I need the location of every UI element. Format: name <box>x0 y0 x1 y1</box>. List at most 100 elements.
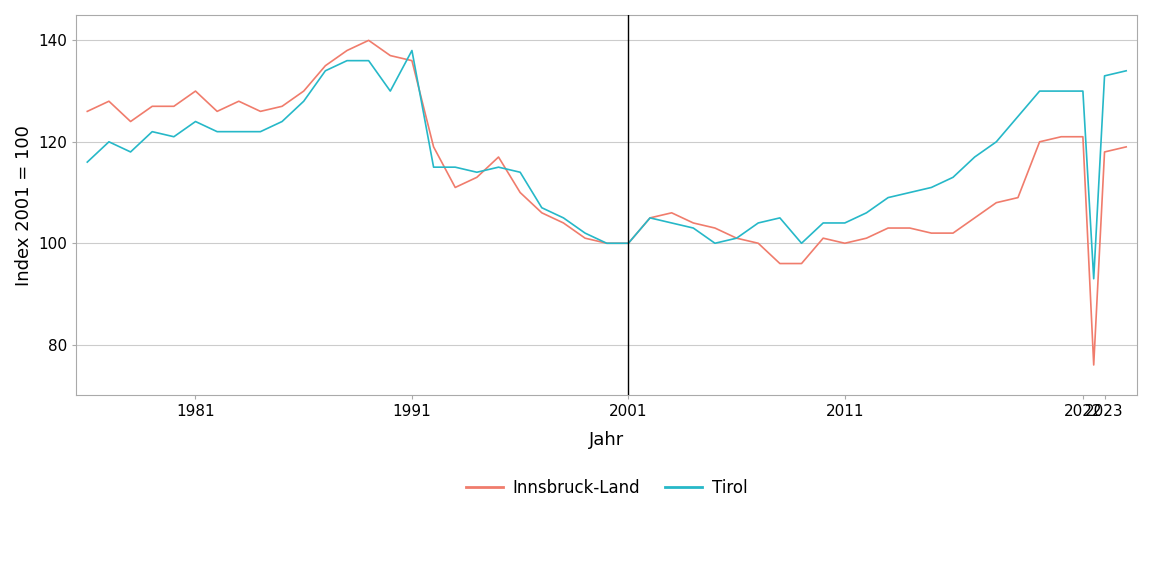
Tirol <box>1076 88 1090 94</box>
Tirol <box>903 189 917 196</box>
Innsbruck-Land <box>340 47 354 54</box>
Innsbruck-Land <box>1054 133 1068 140</box>
Y-axis label: Index 2001 = 100: Index 2001 = 100 <box>15 125 33 286</box>
Tirol <box>103 138 116 145</box>
Tirol <box>621 240 635 247</box>
Tirol <box>968 154 982 161</box>
Tirol <box>600 240 614 247</box>
Line: Tirol: Tirol <box>88 51 1127 279</box>
Tirol <box>470 169 484 176</box>
Tirol <box>751 219 765 226</box>
Innsbruck-Land <box>210 108 223 115</box>
Innsbruck-Land <box>817 235 831 242</box>
Innsbruck-Land <box>145 103 159 110</box>
Innsbruck-Land <box>514 189 528 196</box>
Innsbruck-Land <box>838 240 851 247</box>
Tirol <box>795 240 809 247</box>
Innsbruck-Land <box>406 57 419 64</box>
Tirol <box>253 128 267 135</box>
Innsbruck-Land <box>297 88 311 94</box>
Tirol <box>817 219 831 226</box>
Tirol <box>492 164 506 170</box>
Innsbruck-Land <box>448 184 462 191</box>
Innsbruck-Land <box>253 108 267 115</box>
Tirol <box>924 184 938 191</box>
Innsbruck-Land <box>1011 194 1025 201</box>
Tirol <box>1120 67 1134 74</box>
Innsbruck-Land <box>968 214 982 221</box>
Tirol <box>665 219 679 226</box>
Tirol <box>687 225 700 232</box>
Innsbruck-Land <box>881 225 895 232</box>
Tirol <box>167 133 181 140</box>
Innsbruck-Land <box>903 225 917 232</box>
Innsbruck-Land <box>990 199 1003 206</box>
Innsbruck-Land <box>103 98 116 105</box>
Innsbruck-Land <box>708 225 722 232</box>
Innsbruck-Land <box>643 214 657 221</box>
Innsbruck-Land <box>362 37 376 44</box>
Tirol <box>81 158 94 165</box>
Tirol <box>362 57 376 64</box>
Innsbruck-Land <box>859 235 873 242</box>
Innsbruck-Land <box>426 143 440 150</box>
Tirol <box>838 219 851 226</box>
Innsbruck-Land <box>470 174 484 181</box>
Tirol <box>1032 88 1046 94</box>
Innsbruck-Land <box>189 88 203 94</box>
Tirol <box>535 204 548 211</box>
Innsbruck-Land <box>492 154 506 161</box>
Innsbruck-Land <box>1086 362 1100 369</box>
Innsbruck-Land <box>81 108 94 115</box>
Tirol <box>514 169 528 176</box>
Innsbruck-Land <box>232 98 245 105</box>
Tirol <box>210 128 223 135</box>
Innsbruck-Land <box>167 103 181 110</box>
Tirol <box>340 57 354 64</box>
Innsbruck-Land <box>687 219 700 226</box>
Tirol <box>708 240 722 247</box>
Tirol <box>145 128 159 135</box>
Tirol <box>578 230 592 237</box>
Tirol <box>189 118 203 125</box>
Innsbruck-Land <box>946 230 960 237</box>
Innsbruck-Land <box>773 260 787 267</box>
Tirol <box>275 118 289 125</box>
Innsbruck-Land <box>318 62 332 69</box>
Innsbruck-Land <box>1098 149 1112 156</box>
Tirol <box>297 98 311 105</box>
Tirol <box>1054 88 1068 94</box>
Tirol <box>123 149 137 156</box>
Innsbruck-Land <box>384 52 397 59</box>
Tirol <box>859 209 873 216</box>
Tirol <box>406 47 419 54</box>
Tirol <box>318 67 332 74</box>
Tirol <box>556 214 570 221</box>
Innsbruck-Land <box>751 240 765 247</box>
Innsbruck-Land <box>123 118 137 125</box>
Tirol <box>384 88 397 94</box>
Innsbruck-Land <box>1076 133 1090 140</box>
Line: Innsbruck-Land: Innsbruck-Land <box>88 40 1127 365</box>
Innsbruck-Land <box>924 230 938 237</box>
Innsbruck-Land <box>621 240 635 247</box>
Innsbruck-Land <box>795 260 809 267</box>
Tirol <box>1011 113 1025 120</box>
Tirol <box>773 214 787 221</box>
Tirol <box>643 214 657 221</box>
Innsbruck-Land <box>1032 138 1046 145</box>
Innsbruck-Land <box>1120 143 1134 150</box>
Tirol <box>881 194 895 201</box>
Innsbruck-Land <box>665 209 679 216</box>
Innsbruck-Land <box>556 219 570 226</box>
Tirol <box>729 235 743 242</box>
Innsbruck-Land <box>578 235 592 242</box>
Innsbruck-Land <box>275 103 289 110</box>
Tirol <box>1098 73 1112 79</box>
Tirol <box>946 174 960 181</box>
X-axis label: Jahr: Jahr <box>589 430 624 449</box>
Innsbruck-Land <box>600 240 614 247</box>
Tirol <box>1086 275 1100 282</box>
Tirol <box>990 138 1003 145</box>
Tirol <box>232 128 245 135</box>
